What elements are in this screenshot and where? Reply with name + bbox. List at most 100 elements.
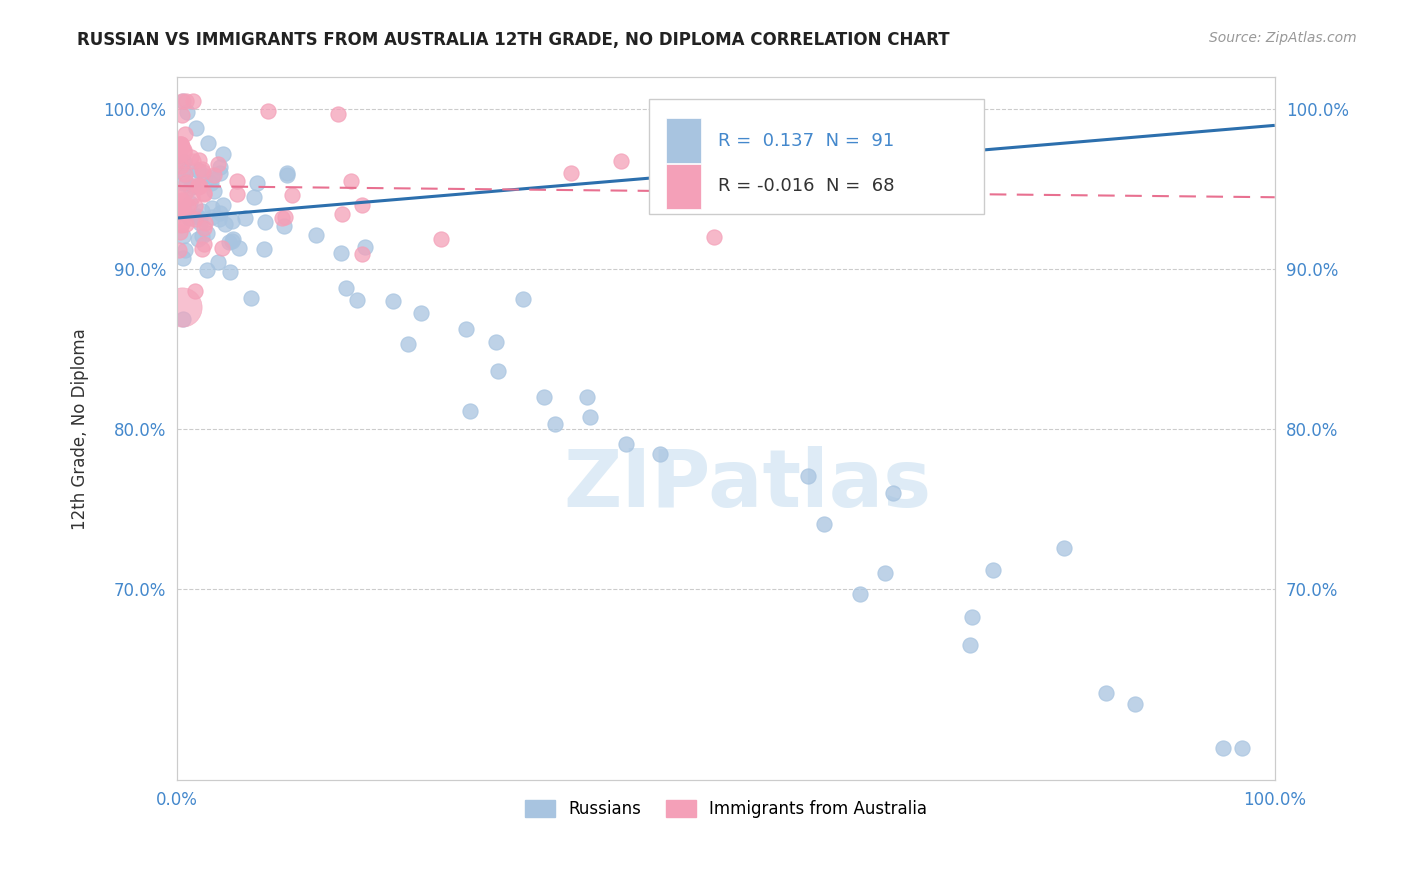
Point — [188, 216, 211, 230]
Point — [173, 155, 195, 169]
Point — [183, 95, 205, 109]
Point — [458, 404, 481, 418]
Point — [560, 166, 582, 180]
Point — [273, 219, 295, 234]
Point — [172, 95, 194, 109]
Point — [187, 162, 209, 177]
Point — [614, 437, 637, 451]
Point — [276, 166, 298, 180]
Point — [813, 516, 835, 531]
Point — [430, 232, 453, 246]
Point — [201, 210, 224, 224]
Legend: Russians, Immigrants from Australia: Russians, Immigrants from Australia — [517, 793, 934, 825]
Point — [575, 390, 598, 404]
Point — [167, 153, 190, 168]
Point — [173, 143, 195, 157]
Point — [201, 202, 224, 216]
Point — [172, 95, 194, 109]
Point — [873, 566, 896, 580]
Point — [170, 136, 193, 151]
Point — [187, 178, 209, 193]
Point — [172, 312, 194, 326]
FancyBboxPatch shape — [650, 98, 984, 214]
Point — [187, 232, 209, 246]
Point — [330, 207, 353, 221]
Point — [172, 156, 194, 170]
Point — [960, 610, 983, 624]
Point — [214, 217, 236, 231]
Point — [179, 195, 201, 210]
Point — [209, 161, 232, 175]
Point — [194, 169, 217, 183]
Point — [253, 215, 276, 229]
Point — [222, 232, 245, 246]
Point — [195, 263, 218, 277]
Point — [276, 168, 298, 182]
Point — [193, 186, 215, 201]
Point — [225, 174, 247, 188]
Point — [187, 179, 209, 194]
Point — [648, 151, 671, 165]
Point — [211, 147, 233, 161]
Point — [173, 167, 195, 181]
Point — [256, 103, 278, 118]
Point — [169, 137, 191, 152]
Point — [169, 205, 191, 219]
Point — [173, 168, 195, 182]
Text: Source: ZipAtlas.com: Source: ZipAtlas.com — [1209, 31, 1357, 45]
Point — [172, 194, 194, 209]
Point — [202, 168, 225, 182]
Point — [219, 265, 242, 279]
FancyBboxPatch shape — [665, 119, 700, 163]
Point — [533, 390, 555, 404]
Point — [204, 184, 226, 198]
Point — [195, 226, 218, 240]
Point — [169, 226, 191, 240]
Point — [981, 562, 1004, 576]
Point — [201, 170, 224, 185]
Point — [350, 198, 373, 212]
FancyBboxPatch shape — [665, 164, 700, 209]
Point — [1053, 541, 1076, 556]
Point — [882, 486, 904, 500]
Point — [1095, 685, 1118, 699]
Point — [849, 587, 872, 601]
Point — [190, 242, 212, 256]
Point — [353, 239, 375, 253]
Point — [240, 291, 263, 305]
Point — [650, 447, 672, 461]
Point — [188, 164, 211, 178]
Point — [172, 201, 194, 215]
Point — [228, 241, 250, 255]
Point — [167, 243, 190, 257]
Point — [193, 236, 215, 251]
Point — [246, 177, 269, 191]
Point — [225, 186, 247, 201]
Point — [167, 185, 190, 199]
Point — [191, 161, 214, 176]
Point — [1212, 741, 1234, 756]
Point — [188, 178, 211, 193]
Point — [396, 337, 419, 351]
Point — [211, 198, 233, 212]
Point — [191, 204, 214, 219]
Point — [243, 190, 266, 204]
Point — [221, 213, 243, 227]
Point — [172, 108, 194, 122]
Point — [1123, 698, 1146, 712]
Point — [194, 216, 217, 230]
Point — [174, 186, 197, 200]
Point — [797, 468, 820, 483]
Point — [170, 193, 193, 207]
Point — [208, 206, 231, 220]
Point — [197, 136, 219, 150]
Point — [183, 154, 205, 169]
Point — [170, 301, 193, 315]
Point — [184, 199, 207, 213]
Point — [176, 175, 198, 189]
Point — [170, 139, 193, 153]
Text: RUSSIAN VS IMMIGRANTS FROM AUSTRALIA 12TH GRADE, NO DIPLOMA CORRELATION CHART: RUSSIAN VS IMMIGRANTS FROM AUSTRALIA 12T… — [77, 31, 950, 49]
Point — [172, 177, 194, 191]
Point — [174, 95, 197, 109]
Point — [173, 145, 195, 159]
